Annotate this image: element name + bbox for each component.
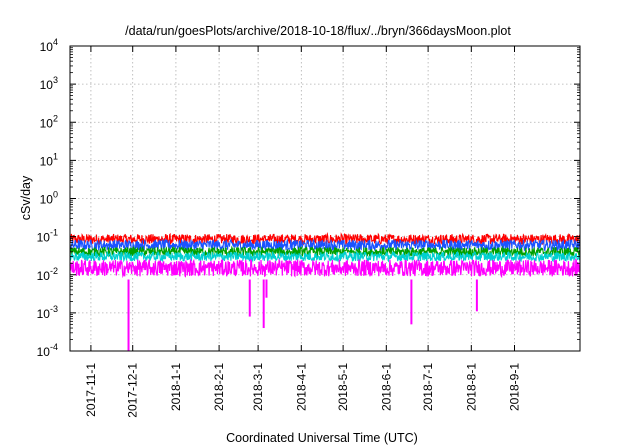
x-tick-label: 2018-6-1 [379, 363, 393, 411]
x-tick-label: 2018-7-1 [421, 363, 435, 411]
y-tick-label: 100 [40, 190, 58, 207]
y-tick-label: 10-2 [37, 266, 58, 283]
dips-layer [127, 279, 478, 351]
x-tick-label: 2018-8-1 [464, 363, 478, 411]
y-tick-label: 102 [40, 113, 58, 130]
y-tick-label: 104 [40, 37, 58, 54]
x-tick-label: 2018-1-1 [169, 363, 183, 411]
y-tick-label: 103 [40, 75, 58, 92]
series-line [69, 257, 581, 279]
x-tick-label: 2018-3-1 [251, 363, 265, 411]
x-tick-label: 2018-2-1 [212, 363, 226, 411]
series-line [69, 238, 581, 253]
series-line [69, 245, 581, 259]
x-tick-label: 2017-12-1 [126, 363, 140, 418]
x-tick-label: 2018-4-1 [294, 363, 308, 411]
y-tick-label: 10-1 [37, 228, 58, 245]
x-tick-label: 2018-5-1 [336, 363, 350, 411]
y-axis-label: cSv/day [19, 175, 33, 220]
x-axis-label: Coordinated Universal Time (UTC) [226, 431, 418, 445]
y-axis: 10-4 10-3 10-2 10-1 100 101 102 103 104 [37, 37, 580, 359]
series-layer [69, 231, 581, 279]
series-line [69, 231, 581, 247]
y-tick-label: 10-4 [37, 342, 58, 359]
x-tick-label: 2018-9-1 [508, 363, 522, 411]
y-tick-label: 101 [40, 151, 58, 168]
grid [70, 46, 580, 351]
x-axis: 2017-11-1 2017-12-1 2018-1-1 2018-2-1 2018-3… [84, 46, 522, 418]
y-tick-label: 10-3 [37, 304, 58, 321]
x-tick-label: 2017-11-1 [84, 363, 98, 417]
chart-title: /data/run/goesPlots/archive/2018-10-18/f… [125, 24, 511, 38]
series-line [69, 250, 581, 263]
